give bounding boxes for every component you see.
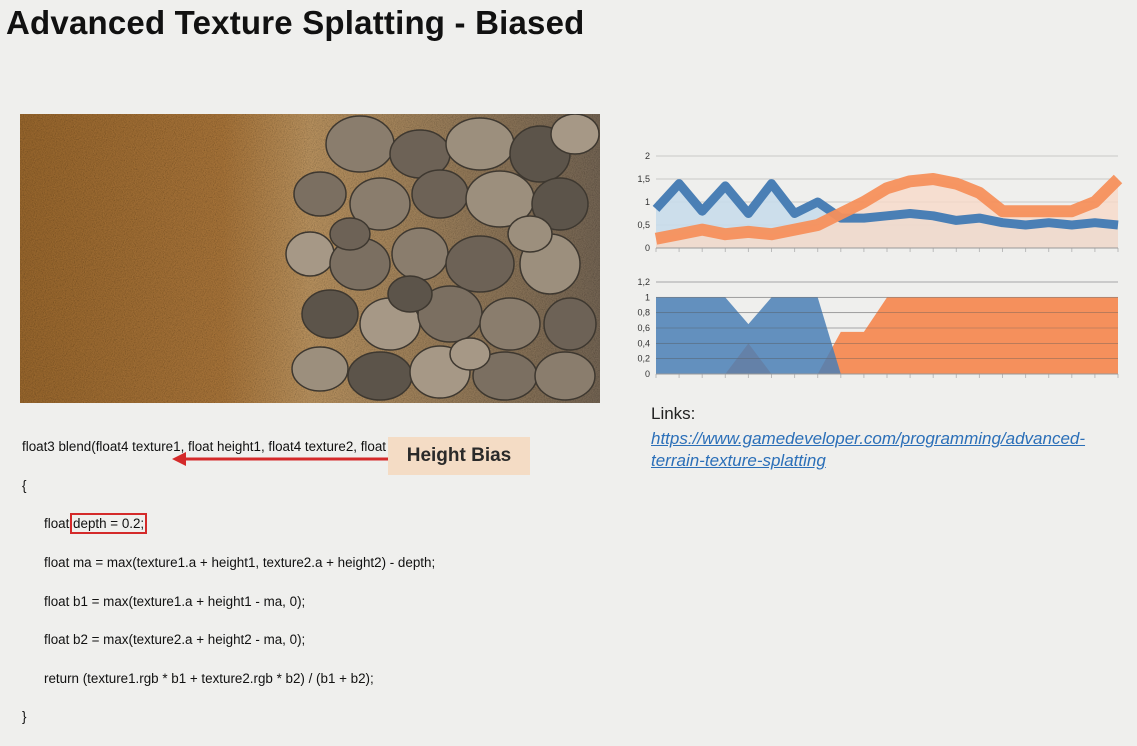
y-tick-label: 2: [645, 151, 650, 161]
rock-shape: [347, 351, 413, 401]
rock-shape: [387, 275, 433, 313]
rock-shape: [543, 297, 597, 351]
code-keyword-float: float: [44, 516, 70, 532]
slide-title: Advanced Texture Splatting - Biased: [6, 4, 585, 41]
code-line-5: float b1 = max(texture1.a + height1 - ma…: [44, 593, 306, 609]
depth-highlight-box: depth = 0.2;: [70, 513, 148, 535]
y-tick-label: 0,5: [637, 220, 650, 230]
height-bias-label: Height Bias: [388, 437, 530, 475]
rock-shape: [325, 115, 395, 173]
rock-shape: [445, 235, 515, 293]
code-line-4: float ma = max(texture1.a + height1, tex…: [44, 555, 436, 571]
rock-shape: [445, 117, 515, 171]
reference-link[interactable]: https://www.gamedeveloper.com/programmin…: [651, 429, 1086, 470]
code-line-3: float depth = 0.2;: [22, 513, 438, 535]
rock-shape: [301, 289, 359, 339]
code-block: float3 blend(float4 texture1, float heig…: [22, 418, 438, 746]
rock-shape: [411, 169, 469, 219]
links-label: Links:: [651, 404, 696, 423]
code-line-2: {: [22, 477, 27, 493]
series-2-band: [654, 173, 1123, 245]
y-tick-label: 0,6: [637, 323, 650, 333]
rock-shape: [479, 297, 541, 351]
series-2-area: [656, 297, 1118, 374]
y-tick-label: 0: [645, 369, 650, 379]
code-line-6: float b2 = max(texture2.a + height2 - ma…: [44, 632, 306, 648]
rock-shape: [534, 351, 596, 401]
series-1-area: [656, 297, 1118, 374]
rock-shape: [531, 177, 589, 231]
y-tick-label: 0: [645, 243, 650, 253]
blend-weights-chart: 0 0,5 1 1,5 2: [637, 151, 1123, 253]
code-line-7: return (texture1.rgb * b1 + texture2.rgb…: [44, 670, 374, 686]
y-tick-label: 1,2: [637, 277, 650, 287]
rock-shape: [293, 171, 347, 217]
terrain-texture-photo: [20, 114, 600, 403]
y-tick-label: 1: [645, 197, 650, 207]
rock-shape: [329, 217, 371, 251]
rock-shape: [507, 215, 553, 253]
code-line-8: }: [22, 709, 27, 725]
rock-shape: [449, 337, 491, 371]
y-tick-label: 1: [645, 292, 650, 302]
rock-shape: [285, 231, 335, 277]
rock-shape: [391, 227, 449, 281]
rock-shape: [291, 346, 349, 392]
rock-shape: [349, 177, 411, 231]
annotation-arrow: [172, 452, 388, 466]
y-tick-label: 0,8: [637, 308, 650, 318]
y-tick-label: 0,2: [637, 354, 650, 364]
series-1-band: [652, 179, 1119, 230]
y-tick-label: 0,4: [637, 338, 650, 348]
biased-weights-chart: 0 0,2 0,4 0,6 0,8 1 1,2: [637, 277, 1119, 379]
y-tick-label: 1,5: [637, 174, 650, 184]
rock-shape: [550, 114, 600, 155]
